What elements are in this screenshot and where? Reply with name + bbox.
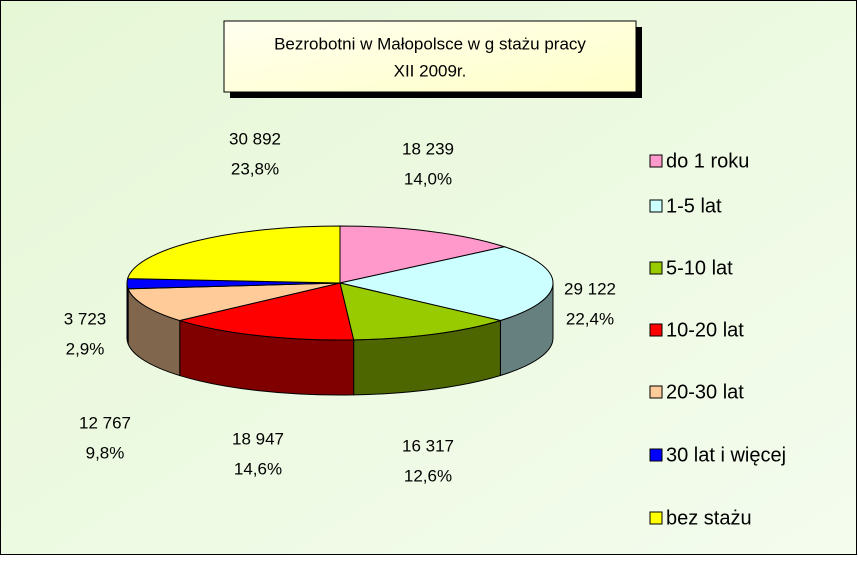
legend-label: 1-5 lat bbox=[666, 195, 722, 217]
legend-swatch bbox=[649, 154, 663, 168]
value-label: 18 239 bbox=[402, 139, 454, 158]
pie bbox=[126, 225, 554, 396]
percent-label: 22,4% bbox=[566, 309, 614, 328]
legend-swatch bbox=[649, 448, 663, 462]
legend-label: 20-30 lat bbox=[666, 381, 744, 403]
percent-label: 12,6% bbox=[404, 466, 452, 485]
value-label: 30 892 bbox=[229, 129, 281, 148]
value-label: 29 122 bbox=[564, 279, 616, 298]
title-box bbox=[223, 20, 637, 93]
slice bbox=[339, 225, 507, 284]
legend-label: 5-10 lat bbox=[666, 257, 733, 279]
value-label: 12 767 bbox=[79, 413, 131, 432]
slice bbox=[127, 282, 341, 322]
percent-label: 23,8% bbox=[231, 159, 279, 178]
chart-title: Bezrobotni w Małopolsce w g stażu pracy bbox=[274, 34, 586, 53]
percent-label: 2,9% bbox=[66, 339, 105, 358]
slice bbox=[339, 282, 503, 341]
slice bbox=[177, 282, 355, 341]
legend-label: 10-20 lat bbox=[666, 319, 744, 341]
legend-label: do 1 roku bbox=[666, 150, 749, 172]
legend-swatch bbox=[649, 199, 663, 213]
value-label: 3 723 bbox=[64, 309, 107, 328]
legend-label: 30 lat i więcej bbox=[666, 444, 786, 466]
legend-swatch bbox=[649, 385, 663, 399]
value-label: 18 947 bbox=[232, 429, 284, 448]
slice bbox=[126, 225, 341, 284]
percent-label: 14,0% bbox=[404, 169, 452, 188]
percent-label: 9,8% bbox=[86, 443, 125, 462]
slice-side bbox=[126, 282, 129, 344]
percent-label: 14,6% bbox=[234, 459, 282, 478]
legend-label: bez stażu bbox=[666, 507, 752, 529]
legend-swatch bbox=[649, 323, 663, 337]
chart-subtitle: XII 2009r. bbox=[394, 61, 467, 80]
slice bbox=[339, 246, 554, 322]
value-label: 16 317 bbox=[402, 436, 454, 455]
legend-swatch bbox=[649, 511, 663, 525]
legend-swatch bbox=[649, 261, 663, 275]
